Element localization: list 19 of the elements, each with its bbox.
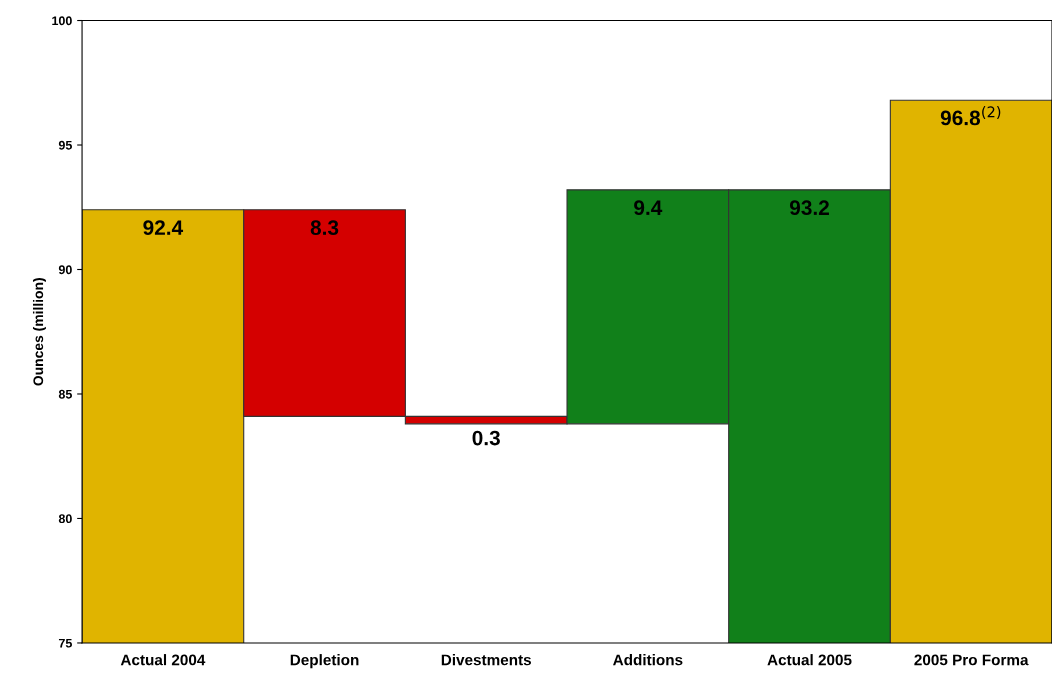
x-tick-label: 2005 Pro Forma <box>914 654 1029 666</box>
y-tick-label: 75 <box>58 638 72 648</box>
data-label: 9.4 <box>634 200 663 216</box>
x-tick-label: Actual 2005 <box>767 654 852 666</box>
x-tick-label: Additions <box>613 654 683 666</box>
data-label: 8.3 <box>310 220 339 236</box>
y-tick-label: 80 <box>58 514 72 524</box>
data-label: 96.8$^{(2)}$ <box>940 106 1001 126</box>
y-tick-label: 95 <box>58 140 72 150</box>
data-label: 92.4 <box>143 220 184 235</box>
x-tick-label: Actual 2004 <box>120 654 206 666</box>
y-tick-label: 90 <box>58 265 72 275</box>
data-label: 0.3 <box>472 430 500 446</box>
y-tick-label: 100 <box>52 16 72 26</box>
x-tick-label: Depletion <box>290 654 359 669</box>
y-axis-title: Ounces (million) <box>32 278 46 386</box>
y-tick-label: 85 <box>58 389 72 399</box>
data-label: 93.2 <box>789 200 829 216</box>
x-tick-label: Divestments <box>441 654 531 666</box>
